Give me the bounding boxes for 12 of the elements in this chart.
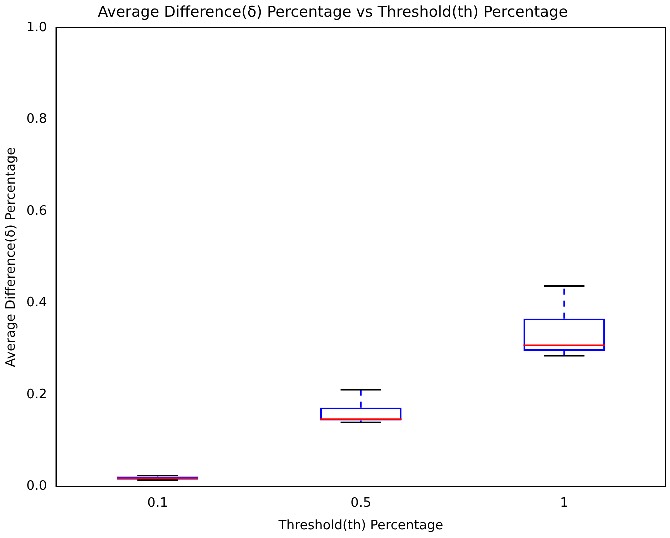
y-tick-label: 0.8 xyxy=(26,112,48,128)
x-tick-label: 0.5 xyxy=(350,496,372,511)
chart-title: Average Difference(δ) Percentage vs Threshold(th) Percentage xyxy=(98,2,568,21)
y-tick-label: 0.2 xyxy=(26,387,48,402)
x-tick-label: 1 xyxy=(560,496,569,511)
y-tick-label: 0.6 xyxy=(26,204,48,219)
y-tick-label: 0.4 xyxy=(26,296,48,311)
y-tick-label: 1.0 xyxy=(26,20,48,36)
y-tick-label: 0.0 xyxy=(26,479,48,494)
y-axis-title: Average Difference(δ) Percentage xyxy=(4,147,20,368)
x-tick-label: 0.1 xyxy=(148,496,168,511)
x-axis-title: Threshold(th) Percentage xyxy=(278,518,444,534)
